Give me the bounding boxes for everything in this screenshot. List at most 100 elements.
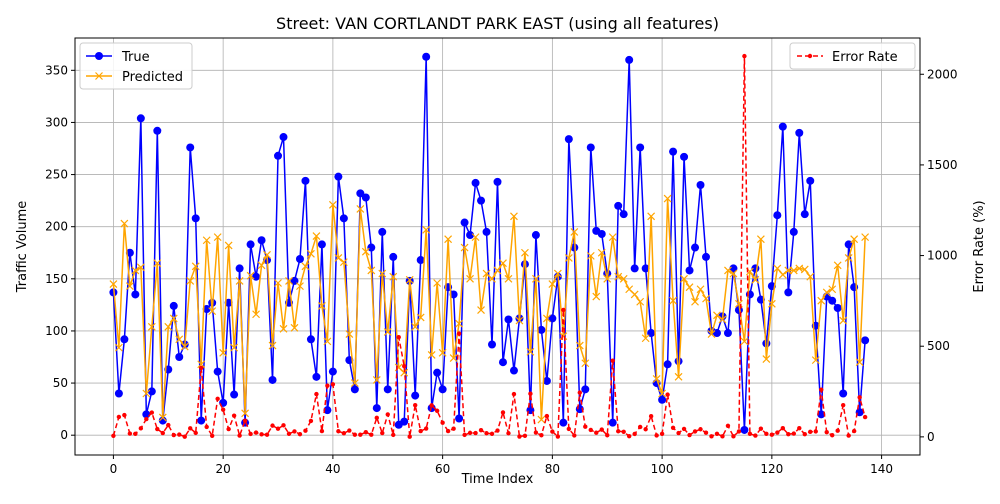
predicted-point <box>290 323 299 332</box>
predicted-point <box>114 343 123 352</box>
error-rate-point <box>166 422 171 428</box>
true-point <box>257 236 266 245</box>
error-rate-point <box>786 431 791 437</box>
error-rate-point <box>616 429 621 434</box>
error-rate-point <box>775 430 780 435</box>
true-point <box>350 385 359 394</box>
error-rate-point <box>830 433 835 438</box>
predicted-point <box>405 275 414 284</box>
error-rate-point <box>314 391 319 397</box>
true-point <box>301 176 310 185</box>
true-point <box>597 229 606 238</box>
error-rate-point <box>621 429 626 434</box>
predicted-point <box>718 315 727 324</box>
predicted-point <box>285 276 293 285</box>
error-rate-point <box>643 427 648 432</box>
predicted-point <box>488 274 496 283</box>
predicted-point <box>268 341 277 350</box>
error-rate-point <box>632 431 637 437</box>
true-point <box>636 143 645 152</box>
legend-frame <box>789 42 916 70</box>
true-point <box>411 391 420 400</box>
error-rate-line <box>112 55 866 438</box>
error-rate-point <box>500 410 506 415</box>
predicted-point <box>614 272 623 281</box>
error-rate-point <box>231 413 237 418</box>
true-point <box>356 189 365 198</box>
error-rate-point <box>550 429 555 434</box>
predicted-point <box>301 262 310 271</box>
error-rate-point <box>429 403 434 408</box>
true-point <box>455 414 464 423</box>
x-tick-label: 80 <box>545 462 560 476</box>
error-rate-point <box>489 431 495 436</box>
predicted-point <box>652 374 661 383</box>
error-rate-point <box>127 431 133 436</box>
true-point <box>197 416 206 425</box>
true-point <box>828 296 837 305</box>
predicted-point <box>389 272 398 281</box>
true-point <box>509 366 518 375</box>
true-point <box>306 335 315 344</box>
predicted-point <box>246 271 255 280</box>
error-rate-point <box>665 392 670 397</box>
error-rate-point <box>599 427 604 432</box>
error-rate-point <box>440 420 445 425</box>
predicted-point <box>383 328 392 336</box>
error-rate-point <box>325 383 330 388</box>
x-tick-label: 60 <box>435 462 450 476</box>
predicted-point <box>817 296 826 305</box>
predicted-point <box>521 248 529 257</box>
predicted-point <box>378 269 387 278</box>
legend-left: True Predicted <box>79 42 193 90</box>
predicted-point <box>438 348 447 357</box>
true-point <box>339 214 348 223</box>
predicted-point <box>158 413 167 422</box>
predicted-point <box>789 266 798 275</box>
error-rate-point <box>319 428 325 434</box>
true-point <box>789 227 798 236</box>
predicted-point <box>674 372 683 381</box>
predicted-point <box>400 368 409 377</box>
predicted-point <box>548 280 557 288</box>
error-rate-point <box>709 434 714 439</box>
true-point <box>800 210 809 219</box>
true-point <box>504 315 513 324</box>
predicted-point <box>317 301 326 310</box>
true-point <box>372 404 381 413</box>
error-rate-point <box>358 432 363 437</box>
x-tick-label: 20 <box>216 462 231 476</box>
error-rate-point <box>264 432 270 437</box>
predicted-point <box>191 262 200 271</box>
error-rate-point <box>402 363 407 369</box>
error-rate-point <box>824 429 829 435</box>
error-rate-point <box>654 433 659 438</box>
true-point <box>619 210 628 219</box>
y2-tick-label: 2000 <box>927 67 958 81</box>
predicted-point <box>131 266 140 275</box>
true-point <box>268 375 277 384</box>
error-rate-point <box>758 426 764 431</box>
predicted-point <box>493 266 502 275</box>
predicted-point <box>427 350 436 359</box>
predicted-point <box>411 322 420 331</box>
error-rate-point <box>336 429 341 434</box>
error-rate-point <box>703 430 709 435</box>
error-rate-point <box>281 423 286 428</box>
true-point <box>542 376 551 385</box>
predicted-point <box>136 263 145 272</box>
predicted-point <box>274 279 282 287</box>
error-rate-point <box>111 433 116 438</box>
predicted-point <box>575 341 584 350</box>
true-point <box>685 266 694 275</box>
error-rate-point <box>462 432 467 438</box>
predicted-point <box>460 243 469 252</box>
true-point <box>548 314 557 323</box>
error-rate-point <box>303 428 308 433</box>
error-rate-point <box>193 430 198 436</box>
error-rate-point <box>352 432 358 437</box>
predicted-point <box>515 316 524 325</box>
error-rate-point <box>561 307 566 313</box>
predicted-point <box>142 389 151 398</box>
